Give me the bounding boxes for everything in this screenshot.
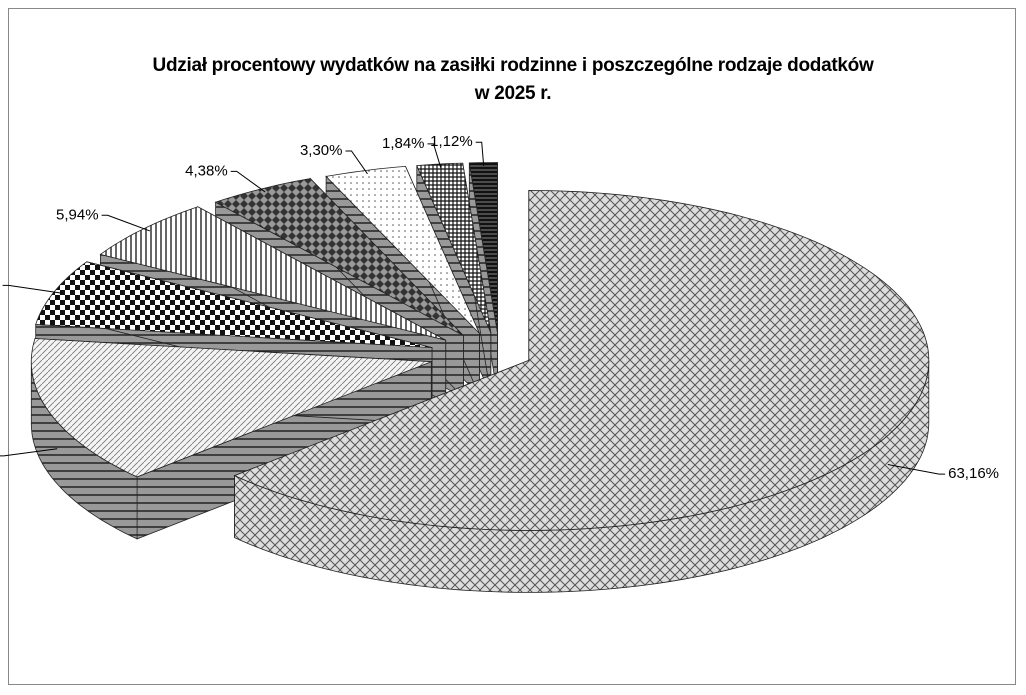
leader-line — [887, 464, 946, 475]
data-label: 1,12% — [430, 133, 473, 150]
leader-line — [427, 143, 442, 168]
data-label: 5,94% — [56, 206, 99, 223]
leader-line — [2, 284, 62, 294]
data-label: 4,38% — [185, 162, 228, 179]
slice — [233, 189, 930, 531]
leader-line — [345, 150, 368, 175]
chart-frame — [8, 8, 1016, 685]
data-label: 63,16% — [948, 465, 999, 482]
leader-line — [0, 448, 58, 457]
leader-line — [230, 170, 266, 193]
slice — [30, 338, 432, 478]
chart-title: Udział procentowy wydatków na zasiłki ro… — [152, 55, 874, 104]
data-label: 1,84% — [382, 135, 425, 152]
leader-line — [475, 141, 485, 167]
leader-line — [101, 214, 151, 232]
data-label: 3,30% — [300, 142, 343, 159]
